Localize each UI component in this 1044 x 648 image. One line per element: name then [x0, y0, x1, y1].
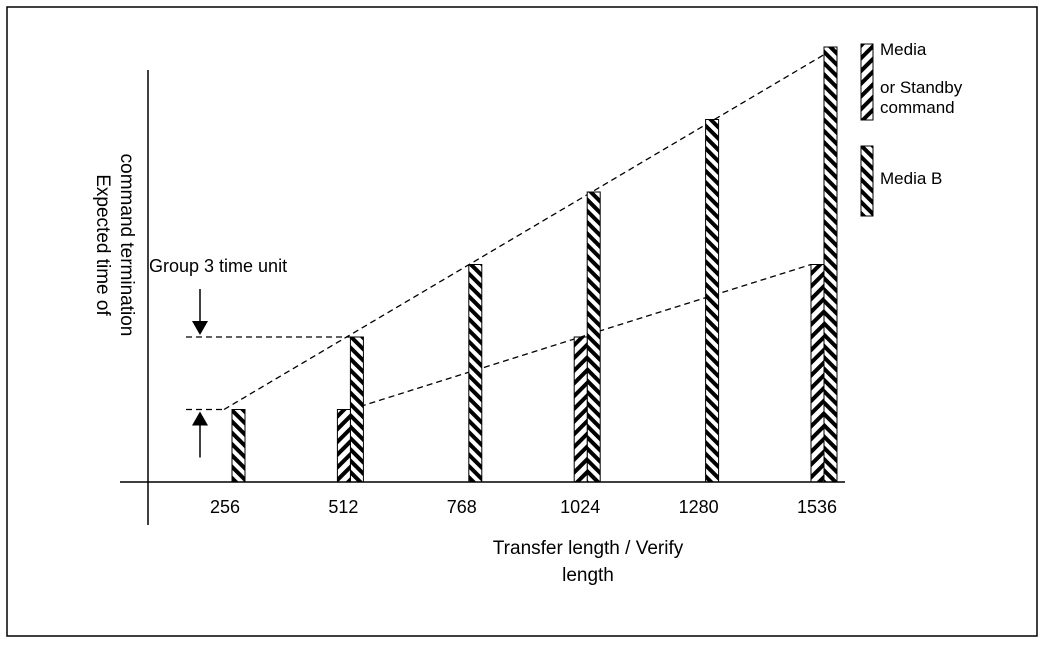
legend-label-media-line-1: Media: [880, 40, 927, 59]
bar-media-b: [468, 264, 483, 483]
x-axis-title-line-1: Transfer length / Verify: [493, 538, 684, 559]
bars: [231, 46, 838, 483]
legend-label-media-line-2: or Standby: [880, 78, 963, 97]
y-axis-title-line-2: command termination: [116, 154, 137, 337]
legend-label-media-line-3: command: [880, 98, 955, 117]
bar-media-b: [586, 191, 601, 483]
x-axis-title-line-2: length: [562, 565, 614, 586]
bar-media: [336, 409, 351, 483]
bar-media-b: [349, 336, 364, 483]
legend-swatch-media-b: [860, 145, 874, 217]
y-axis-title: Expected time of command termination: [92, 154, 137, 337]
bar-media-b: [231, 409, 246, 483]
x-tick-label: 1280: [679, 497, 719, 517]
group-unit-label: Group 3 time unit: [149, 256, 287, 276]
legend-label-media-b: Media B: [880, 169, 942, 188]
x-tick-label: 1024: [560, 497, 600, 517]
bar-media: [573, 336, 588, 483]
bar-media: [810, 264, 825, 483]
x-tick-label: 768: [447, 497, 477, 517]
figure-frame: [6, 6, 1038, 637]
arrow-down-icon: [192, 321, 208, 335]
bar-media-b: [705, 119, 720, 483]
legend-swatch-media: [860, 43, 874, 121]
y-axis-title-line-1: Expected time of: [92, 174, 113, 316]
legend: Media or Standby command Media B: [860, 40, 963, 217]
media-b-trend-line: [223, 46, 838, 411]
x-tick-label: 256: [210, 497, 240, 517]
guide-lines: [223, 46, 838, 411]
x-tick-label: 512: [328, 497, 358, 517]
x-tick-labels: 256 512 768 1024 1280 1536: [210, 497, 837, 517]
group-unit-annotation: Group 3 time unit: [149, 256, 351, 458]
bar-media-b: [823, 46, 838, 483]
x-tick-label: 1536: [797, 497, 837, 517]
arrow-up-icon: [192, 411, 208, 426]
